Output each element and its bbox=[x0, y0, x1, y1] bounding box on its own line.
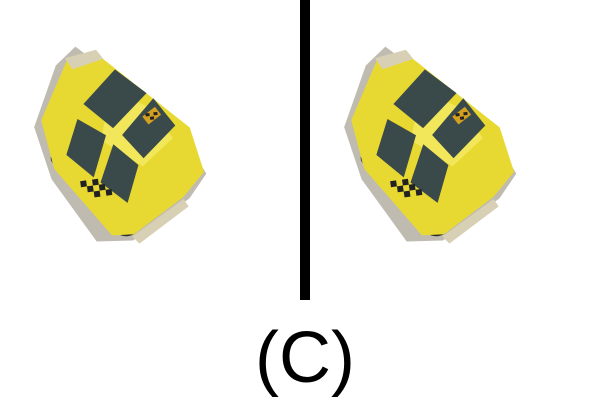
taxi-car-icon bbox=[333, 31, 525, 256]
vertical-divider bbox=[300, 0, 310, 300]
left-taxi-panel bbox=[0, 0, 300, 300]
figure-label: (C) bbox=[255, 318, 355, 398]
right-taxi-panel bbox=[310, 0, 610, 300]
taxi-car-icon bbox=[23, 31, 215, 256]
